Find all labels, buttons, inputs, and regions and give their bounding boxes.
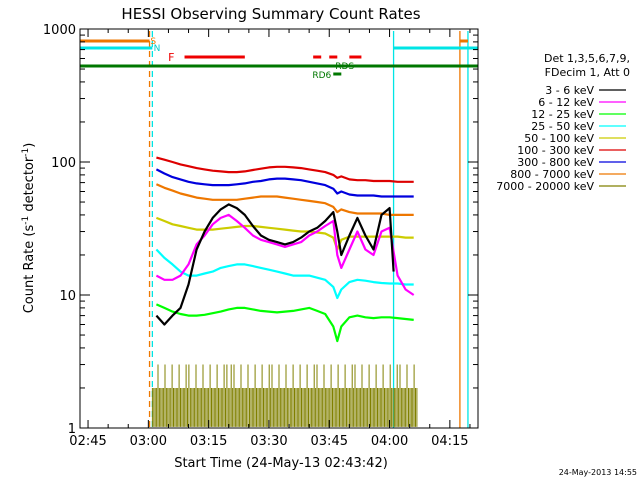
legend-label: 100 - 300 keV — [517, 144, 594, 157]
series-line — [155, 168, 414, 198]
series-line — [151, 364, 418, 427]
footer-timestamp: 24-May-2013 14:55 — [559, 468, 637, 477]
legend-label: 50 - 100 keV — [524, 132, 594, 145]
legend-label: 300 - 800 keV — [517, 156, 594, 169]
plot-frame — [79, 28, 479, 429]
flag-label: RDS — [335, 62, 354, 72]
series-line — [155, 183, 414, 216]
flag-label: S — [150, 37, 156, 47]
chart-title: HESSI Observing Summary Count Rates — [121, 5, 420, 23]
flag-label: F — [168, 51, 174, 64]
legend-label: 7000 - 20000 keV — [496, 180, 594, 193]
plot-area: SNF RDS RD6 — [80, 31, 478, 428]
x-tick-label: 02:45 — [69, 434, 106, 449]
y-axis-label: Count Rate (s-1 detector-1) — [21, 143, 37, 314]
series-line — [155, 203, 395, 326]
series-line — [156, 156, 414, 183]
x-axis-label: Start Time (24-May-13 02:43:42) — [174, 456, 388, 471]
y-axis: 1 10 100 1000 — [43, 23, 478, 437]
y-tick-label: 100 — [51, 156, 76, 171]
x-axis: 02:45 03:00 03:15 03:30 03:45 04:00 04:15 — [69, 29, 471, 449]
x-tick-label: 04:00 — [371, 434, 408, 449]
y-tick-label: 1000 — [43, 23, 76, 38]
series-group — [151, 156, 418, 427]
legend-label: 25 - 50 keV — [531, 120, 594, 133]
legend-label: 800 - 7000 keV — [510, 168, 594, 181]
legend-label: 12 - 25 keV — [531, 108, 594, 121]
x-tick-label: 03:30 — [250, 434, 287, 449]
x-tick-label: 03:00 — [130, 434, 167, 449]
flag-label: N — [154, 44, 161, 54]
legend-header-1: Det 1,3,5,6,7,9, — [544, 52, 630, 65]
y-tick-label: 10 — [59, 289, 76, 304]
legend-header-2: FDecim 1, Att 0 — [545, 66, 630, 79]
y-tick-label: 1 — [68, 422, 76, 437]
x-tick-label: 03:15 — [190, 434, 227, 449]
legend: Det 1,3,5,6,7,9, FDecim 1, Att 0 3 - 6 k… — [496, 52, 630, 193]
x-tick-label: 03:45 — [311, 434, 348, 449]
legend-label: 3 - 6 keV — [545, 84, 594, 97]
series-line — [155, 303, 414, 343]
series-line — [156, 216, 414, 251]
x-tick-label: 04:15 — [431, 434, 468, 449]
legend-label: 6 - 12 keV — [538, 96, 594, 109]
flag-label: RD6 — [312, 71, 331, 81]
series-line — [155, 248, 414, 300]
